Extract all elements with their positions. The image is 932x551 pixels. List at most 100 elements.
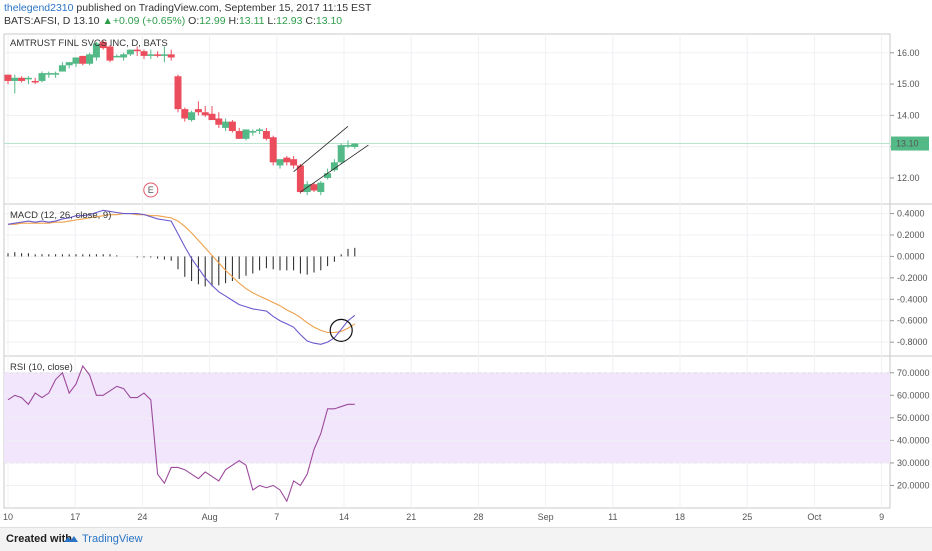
up-arrow-icon: ▲ bbox=[102, 15, 113, 27]
candle-body bbox=[201, 112, 209, 116]
close-label: C: bbox=[305, 15, 316, 27]
y-tick-label: 70.0000 bbox=[897, 368, 930, 378]
footer-bar: Created with TradingView bbox=[0, 527, 932, 551]
earnings-marker-icon bbox=[143, 182, 159, 198]
high-value: 13.11 bbox=[238, 15, 265, 27]
symbol-label: BATS:AFSI, D bbox=[4, 15, 71, 27]
x-tick-label: 10 bbox=[3, 512, 13, 522]
chart-header: thelegend2310 published on TradingView.c… bbox=[4, 2, 371, 28]
y-tick-label: 16.00 bbox=[897, 48, 920, 58]
created-with-text: Created with bbox=[6, 533, 73, 545]
y-tick-label: 60.0000 bbox=[897, 390, 930, 400]
candle-body bbox=[160, 54, 168, 56]
candle-body bbox=[276, 159, 284, 166]
candle-body bbox=[256, 129, 264, 132]
candle-body bbox=[65, 62, 73, 66]
high-label: H: bbox=[228, 15, 239, 27]
candle-body bbox=[147, 54, 155, 56]
x-tick-label: 28 bbox=[473, 512, 483, 522]
candle-body bbox=[154, 54, 162, 56]
chart-frame bbox=[3, 33, 891, 509]
candle-body bbox=[317, 182, 325, 193]
x-tick-label: 7 bbox=[274, 512, 279, 522]
x-tick-label: Sep bbox=[538, 512, 554, 522]
y-tick-label: -0.2000 bbox=[897, 273, 928, 283]
price-change: +0.09 (+0.65%) bbox=[112, 15, 186, 27]
candle-body bbox=[133, 49, 141, 52]
y-tick-label: 14.00 bbox=[897, 110, 920, 120]
candle-body bbox=[38, 73, 46, 81]
y-tick-label: -0.8000 bbox=[897, 337, 928, 347]
x-tick-label: 14 bbox=[339, 512, 349, 522]
candle-body bbox=[351, 143, 359, 147]
trend-channel-lower bbox=[300, 144, 369, 193]
candle-body bbox=[52, 73, 60, 75]
candle-body bbox=[92, 43, 100, 58]
candle-body bbox=[86, 54, 94, 64]
published-text: published on TradingView.com, September … bbox=[76, 2, 372, 14]
x-tick-label: Aug bbox=[202, 512, 218, 522]
y-tick-label: 0.4000 bbox=[897, 209, 925, 219]
candle-body bbox=[58, 65, 66, 72]
low-label: L: bbox=[267, 15, 277, 27]
tradingview-logo-icon[interactable] bbox=[63, 534, 79, 545]
candle-body bbox=[18, 77, 26, 81]
x-tick-label: 24 bbox=[137, 512, 147, 522]
macd-signal-line bbox=[8, 213, 356, 334]
candle-body bbox=[113, 55, 121, 58]
y-tick-label: 30.0000 bbox=[897, 458, 930, 468]
publish-line: thelegend2310 published on TradingView.c… bbox=[4, 2, 371, 15]
x-tick-label: 18 bbox=[675, 512, 685, 522]
candle-body bbox=[31, 80, 39, 83]
y-tick-label: 40.0000 bbox=[897, 435, 930, 445]
macd-crossover-circle bbox=[329, 318, 353, 342]
rsi-pane-title: RSI (10, close) bbox=[10, 362, 73, 373]
y-tick-label: 15.00 bbox=[897, 79, 920, 89]
candle-body bbox=[106, 46, 114, 61]
y-tick-label: 12.00 bbox=[897, 173, 920, 183]
x-tick-label: 25 bbox=[742, 512, 752, 522]
open-value: 12.99 bbox=[199, 15, 226, 27]
y-tick-label: -0.4000 bbox=[897, 294, 928, 304]
price-pane-title: AMTRUST FINL SVCS INC, D, BATS bbox=[10, 38, 168, 49]
candle-body bbox=[120, 54, 128, 58]
ohlc-line: BATS:AFSI, D 13.10 ▲+0.09 (+0.65%) O:12.… bbox=[4, 15, 371, 28]
candle-body bbox=[269, 137, 277, 163]
candle-body bbox=[290, 159, 298, 166]
candle-body bbox=[222, 121, 230, 128]
candle-body bbox=[181, 109, 189, 119]
macd-pane-title: MACD (12, 26, close, 9) bbox=[10, 210, 111, 221]
tradingview-brand[interactable]: TradingView bbox=[82, 533, 143, 545]
candle-body bbox=[126, 49, 134, 55]
close-value: 13.10 bbox=[315, 15, 343, 27]
low-value: 12.93 bbox=[276, 15, 303, 27]
x-tick-label: 11 bbox=[608, 512, 617, 522]
candle-body bbox=[303, 184, 311, 193]
open-label: O: bbox=[188, 15, 200, 27]
candle-body bbox=[337, 145, 345, 163]
chart-canvas[interactable]: 10 17 24 Aug 7 14 21 28 Sep 11 18 25 Oct 9 16.00 15.00 1… bbox=[0, 0, 932, 527]
candle-body bbox=[188, 112, 196, 121]
x-tick-label: 9 bbox=[879, 512, 884, 522]
last-price-badge bbox=[891, 136, 929, 151]
author-link[interactable]: thelegend2310 bbox=[4, 2, 74, 14]
candle-body bbox=[310, 184, 318, 191]
candle-body bbox=[215, 118, 223, 125]
last-price-label: 13.10 bbox=[896, 139, 919, 149]
candle-body bbox=[4, 74, 12, 81]
trend-channel-upper bbox=[293, 126, 349, 173]
earnings-marker-label: E bbox=[148, 185, 154, 195]
x-tick-label: 17 bbox=[70, 512, 80, 522]
y-tick-label: 0.0000 bbox=[897, 251, 925, 261]
candle-body bbox=[72, 57, 80, 64]
candle-body bbox=[283, 157, 291, 163]
candle-body bbox=[242, 129, 250, 139]
y-tick-label: -0.6000 bbox=[897, 316, 928, 326]
last-price: 13.10 bbox=[73, 15, 100, 27]
candle-body bbox=[24, 77, 32, 80]
candle-body bbox=[262, 131, 270, 139]
x-tick-label: Oct bbox=[807, 512, 822, 522]
y-tick-label: 50.0000 bbox=[897, 413, 930, 423]
candle-body bbox=[208, 113, 216, 121]
candle-body bbox=[45, 73, 53, 75]
